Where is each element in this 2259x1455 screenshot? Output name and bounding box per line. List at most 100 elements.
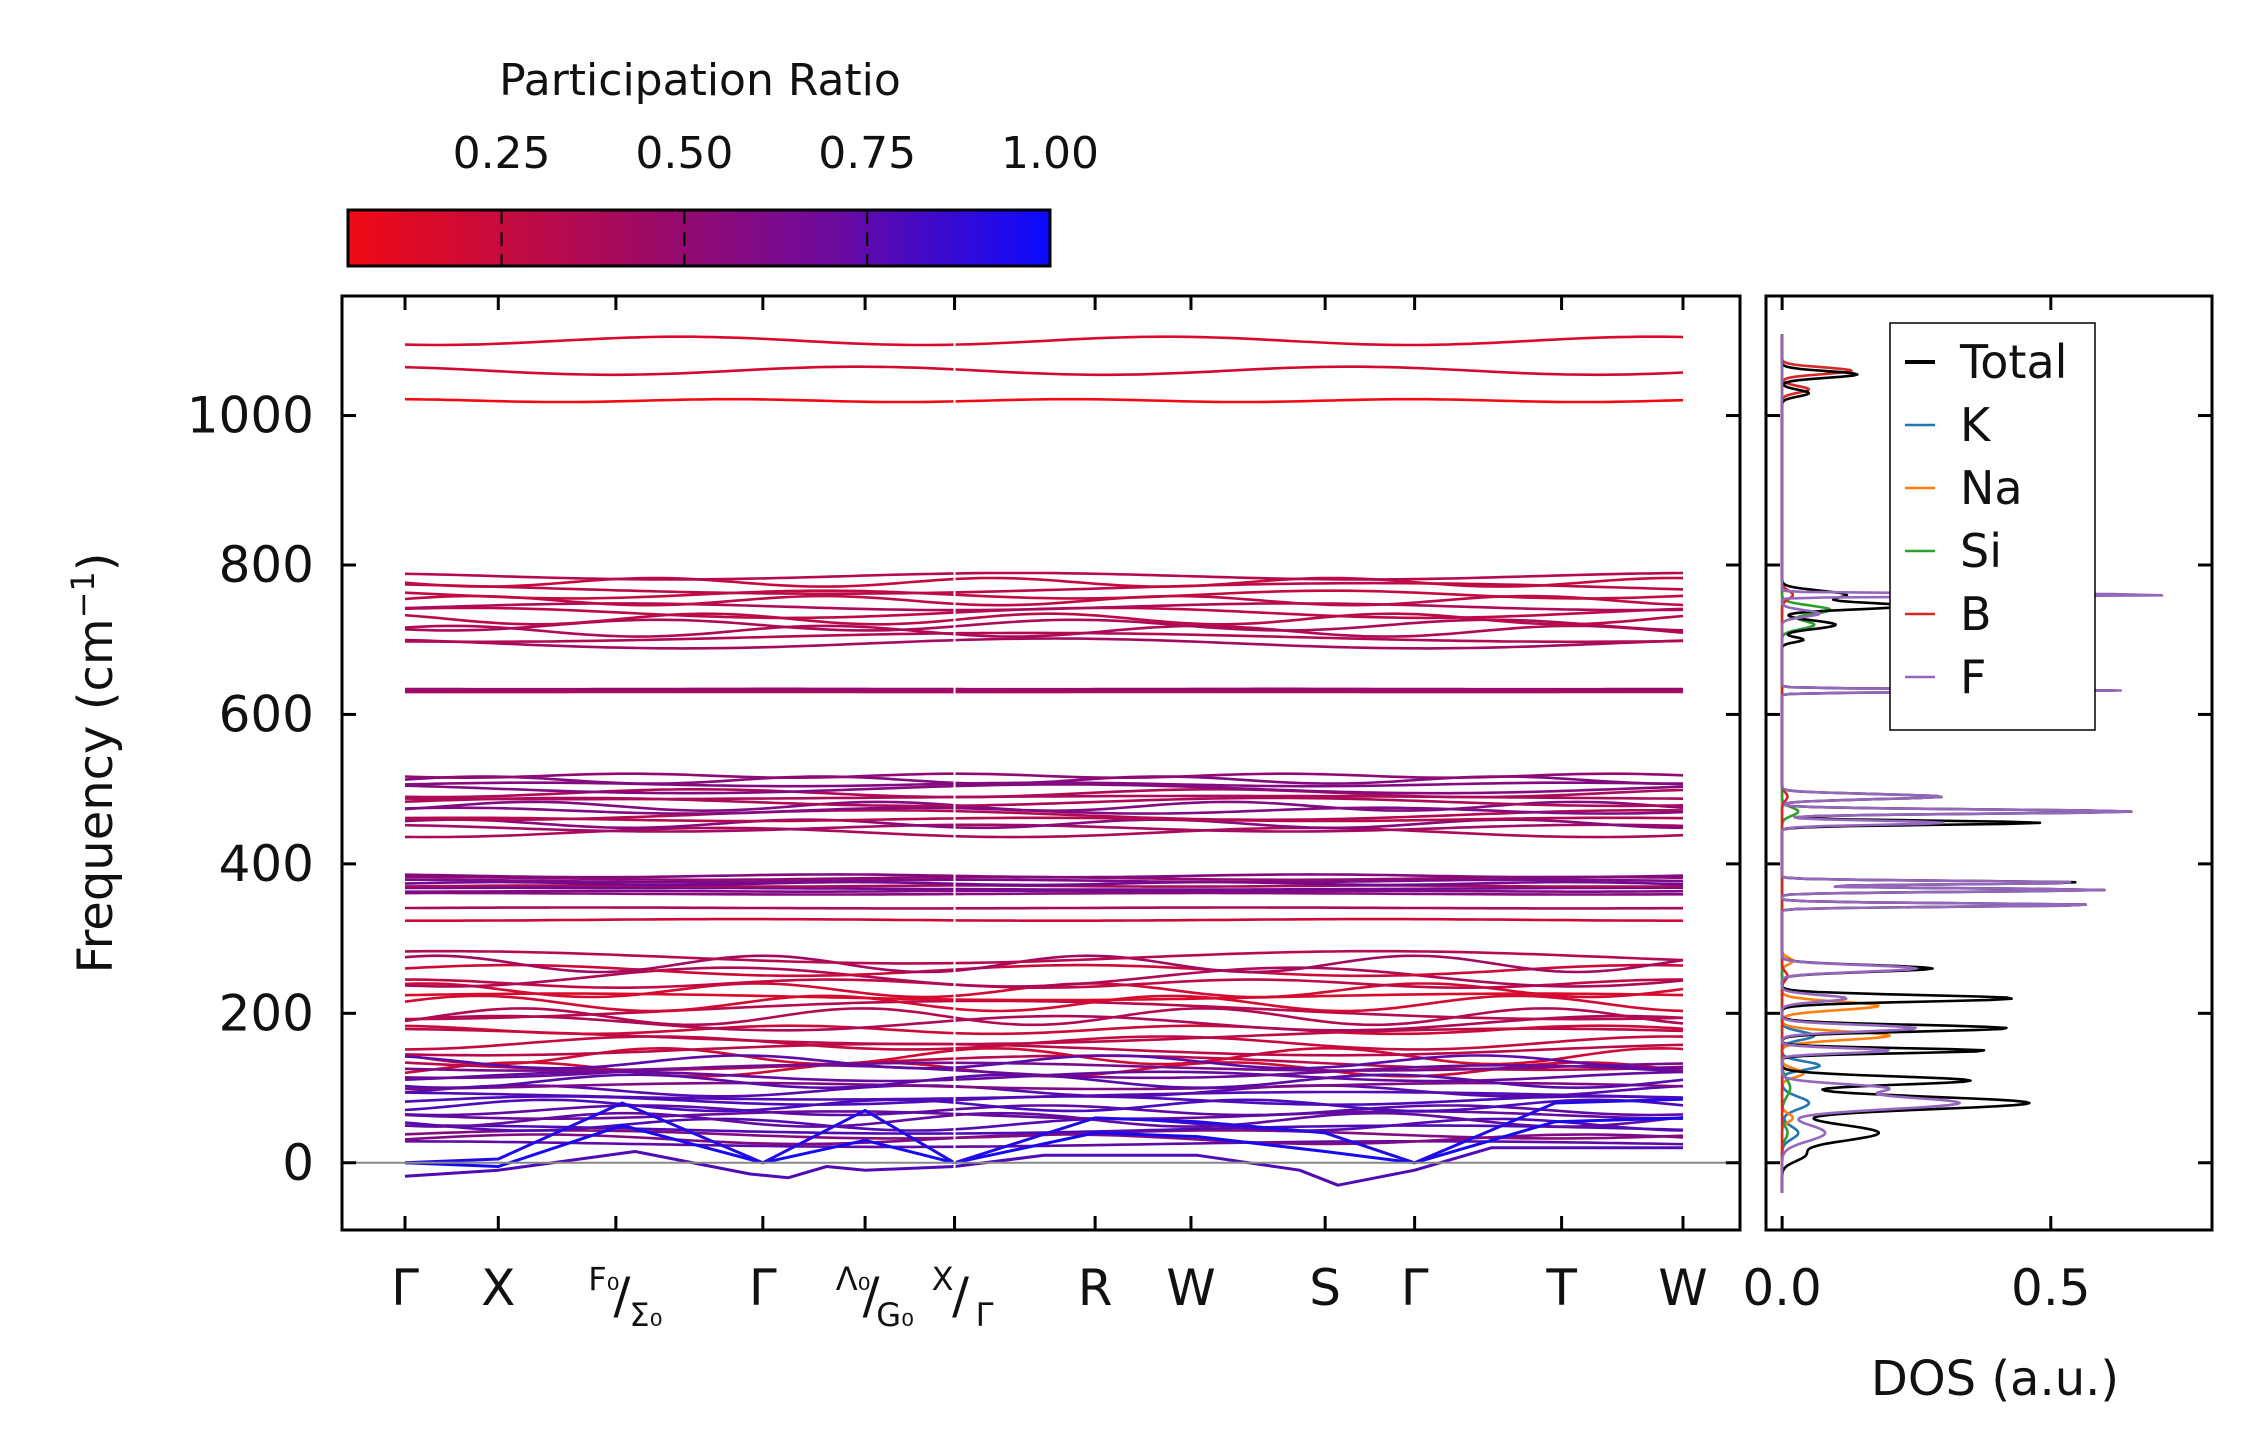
band-line [405,891,1683,896]
dos-legend: Total K Na Si BF [1889,322,2096,731]
colorbar-tick-label: 0.75 [818,128,916,179]
colorbar-label: Participation Ratio [499,55,901,106]
band-line [404,994,1684,1013]
band-lines [404,296,1684,1230]
x-tick-label-sub: Σ₀ [629,1296,662,1334]
band-line [405,1140,1684,1149]
band-line [404,800,1684,813]
x-tick-label-sup: Λ₀ [836,1260,871,1298]
band-line [404,1024,1684,1036]
band-line [404,788,1684,799]
x-tick-label-sup: F₀ [588,1260,619,1298]
band-line [404,966,1684,988]
band-line [404,954,1684,974]
band-line [404,1046,1684,1066]
y-axis-label: Frequency (cm−1) [64,552,124,973]
x-tick-label-slash: / [863,1267,880,1325]
dos-x-axis-label: DOS (a.u.) [1871,1351,2119,1407]
y-tick-label: 0 [282,1134,314,1192]
acoustic-2 [404,1097,1684,1165]
dos-x-tick-label: 0.0 [1742,1259,1822,1317]
x-tick-label-slash: / [613,1267,630,1325]
legend-label: Na [1960,461,2023,515]
band-line [404,637,1684,650]
band-line [404,1027,1684,1046]
band-line [404,1081,1684,1091]
colorbar-tick-label: 1.00 [1001,128,1099,179]
band-line [404,1061,1684,1072]
x-tick-label: X [481,1259,515,1317]
legend-label: K [1960,398,1992,452]
colorbar-tick-label: 0.25 [453,128,551,179]
dos-series-k [1780,333,1821,1193]
dos-curves [1780,333,2164,1193]
band-line [404,816,1684,823]
band-line [404,783,1684,795]
band-line [405,917,1683,922]
band-line [404,1007,1684,1027]
y-tick-label: 1000 [187,387,314,445]
legend-entries: Total K Na Si BF [1905,335,2067,704]
x-tick-label: W [1658,1259,1707,1317]
dos-series-na [1780,333,1891,1193]
band-line [404,1111,1684,1128]
band-line [404,1064,1684,1080]
band-line [404,1054,1684,1070]
legend-label: Si [1960,524,2002,578]
band-axes-frame [340,294,1742,1232]
band-line [404,631,1684,644]
band-line [404,826,1684,839]
band-line [404,365,1684,377]
y-tick-label: 400 [219,835,314,893]
dos-x-tick-label: 0.5 [2011,1259,2091,1317]
band-line [404,1084,1684,1098]
band-line [404,1014,1684,1032]
band-line [404,581,1684,595]
band-y-ticks: 0 200 400 600 800 1000 [187,387,1740,1192]
band-line [405,978,1683,989]
legend-label: B [1960,587,1992,641]
band-line [404,397,1684,404]
x-tick-label: Γ [1401,1259,1429,1317]
colorbar: Participation Ratio 0.25 0.50 0.75 1.00 [346,55,1099,268]
y-axis-label-close: ) [68,552,124,571]
band-x-ticks: Γ X F₀/Σ₀ Γ Λ₀/G₀X/Γ R W S Γ T W [391,296,1708,1334]
x-tick-label: Γ [749,1259,777,1317]
band-line [404,772,1684,779]
band-line [404,335,1684,347]
band-line [404,571,1684,581]
acoustic-1 [404,1116,1684,1168]
x-tick-label: T [1545,1259,1577,1317]
band-line [404,624,1684,638]
band-line [404,589,1684,600]
y-axis-label-main: Frequency (cm [68,618,124,973]
colorbar-gradient [346,208,1052,268]
dos-series-si [1780,333,1832,1193]
colorbar-tick-label: 0.50 [635,128,733,179]
x-tick-label: R [1078,1259,1113,1317]
band-line [404,618,1684,632]
band-line [405,889,1684,893]
y-tick-label: 200 [219,984,314,1042]
dos-panel: 0.0 0.5 DOS (a.u.) Total K Na Si BF [1742,294,2214,1407]
band-line [404,949,1684,965]
x-tick-label-sub: G₀ [876,1296,914,1334]
band-line [404,1042,1684,1057]
legend-label: Total [1959,335,2067,389]
x-tick-label: S [1309,1259,1341,1317]
y-tick-label: 800 [219,536,314,594]
band-line [405,878,1684,884]
band-line [404,809,1684,822]
dos-ticks: 0.0 0.5 [1742,296,2212,1317]
x-tick-label-sub: Γ [976,1296,994,1334]
band-line [404,594,1684,607]
x-tick-label: Γ [391,1259,419,1317]
band-line [404,1090,1684,1101]
colorbar-ticks: 0.25 0.50 0.75 1.00 [453,128,1099,266]
band-line [404,1110,1684,1120]
y-tick-label: 600 [219,685,314,743]
x-tick-label-slash: / [952,1267,969,1325]
band-line [405,886,1683,891]
